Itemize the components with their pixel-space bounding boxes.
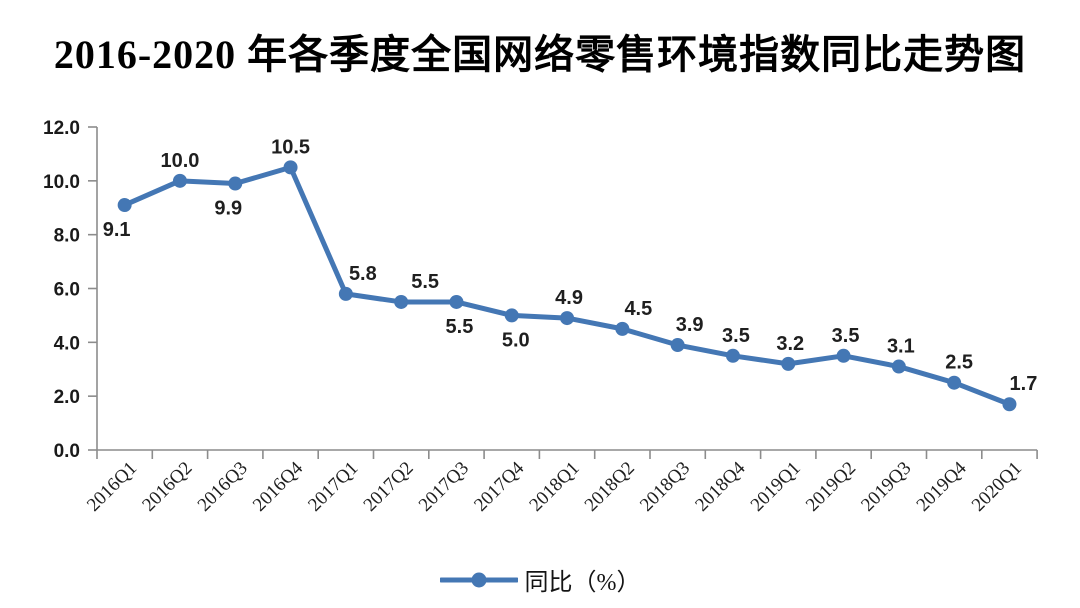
data-label: 3.9: [676, 314, 704, 336]
data-point: [283, 160, 298, 175]
legend-line-marker-icon: [439, 572, 518, 587]
data-point: [560, 311, 575, 326]
data-point: [1002, 397, 1017, 412]
x-tick-label: 2019Q1: [747, 458, 805, 516]
data-label: 3.5: [722, 325, 750, 347]
x-tick-label: 2019Q2: [802, 458, 860, 516]
data-label: 3.1: [887, 336, 915, 358]
data-label: 1.7: [1010, 373, 1038, 395]
data-point: [781, 356, 796, 371]
x-tick-label: 2017Q1: [304, 458, 362, 516]
y-tick-label: 10.0: [43, 172, 80, 193]
x-tick-label: 2017Q3: [415, 458, 473, 516]
chart-title: 2016-2020 年各季度全国网络零售环境指数同比走势图: [53, 32, 1027, 77]
data-label: 5.5: [411, 271, 439, 293]
x-tick-label: 2016Q4: [249, 457, 307, 515]
x-tick-label: 2017Q4: [470, 457, 528, 515]
data-label: 3.5: [832, 325, 860, 347]
data-point: [504, 308, 519, 323]
y-tick-label: 8.0: [54, 226, 80, 247]
data-label: 5.5: [446, 316, 474, 338]
data-label: 5.0: [502, 329, 530, 351]
legend: 同比（%）: [0, 562, 1080, 597]
x-tick-label: 2018Q2: [581, 458, 639, 516]
data-label: 2.5: [945, 352, 973, 374]
y-tick-label: 6.0: [54, 280, 80, 301]
data-point: [836, 348, 851, 363]
data-point: [725, 348, 740, 363]
x-tick-label: 2018Q1: [525, 458, 583, 516]
data-point: [394, 294, 409, 309]
data-point: [449, 294, 464, 309]
data-label: 9.1: [103, 219, 131, 241]
y-tick-label: 0.0: [54, 441, 80, 462]
data-point: [338, 286, 353, 301]
data-point: [117, 198, 132, 213]
data-point: [947, 375, 962, 390]
data-label: 3.2: [776, 333, 804, 355]
x-tick-label: 2019Q4: [913, 457, 971, 515]
x-tick-label: 2020Q1: [968, 458, 1026, 516]
x-tick-label: 2016Q2: [138, 458, 196, 516]
data-point: [228, 176, 243, 191]
x-tick-label: 2018Q3: [636, 458, 694, 516]
y-tick-label: 4.0: [54, 333, 80, 354]
x-tick-label: 2019Q3: [857, 458, 915, 516]
data-label: 9.9: [214, 198, 242, 220]
data-label: 4.9: [555, 287, 583, 309]
data-label: 4.5: [624, 298, 652, 320]
series-line: [122, 164, 1012, 407]
x-tick-label: 2016Q3: [194, 458, 252, 516]
data-point: [670, 338, 685, 353]
data-point: [891, 359, 906, 374]
data-label: 10.0: [160, 150, 199, 172]
data-point: [172, 173, 187, 188]
y-tick-label: 2.0: [54, 387, 80, 408]
x-tick-label: 2017Q2: [360, 458, 418, 516]
data-point: [615, 321, 630, 336]
x-tick-label: 2018Q4: [691, 457, 749, 515]
x-tick-label: 2016Q1: [83, 458, 141, 516]
data-label: 5.8: [349, 263, 377, 285]
y-tick-label: 12.0: [43, 118, 80, 139]
legend-label: 同比（%）: [524, 570, 641, 596]
data-label: 10.5: [271, 136, 310, 158]
